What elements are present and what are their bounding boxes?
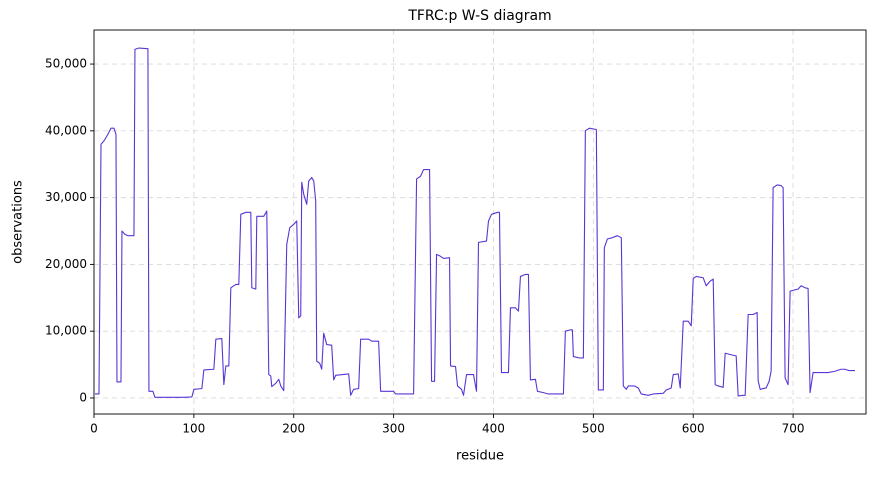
x-tick-label: 500: [582, 422, 605, 436]
x-tick-label: 300: [382, 422, 405, 436]
x-axis-label: residue: [456, 449, 504, 464]
x-tick-label: 0: [90, 422, 98, 436]
y-axis-label: observations: [11, 180, 26, 264]
y-tick-label: 30,000: [45, 190, 87, 204]
x-tick-label: 400: [482, 422, 505, 436]
y-tick-label: 40,000: [45, 123, 87, 137]
x-tick-label: 700: [782, 422, 805, 436]
x-tick-label: 200: [282, 422, 305, 436]
y-tick-label: 20,000: [45, 257, 87, 271]
y-tick-label: 0: [79, 390, 87, 404]
x-tick-label: 100: [182, 422, 205, 436]
plot-frame: [93, 29, 867, 415]
data-line: [95, 47, 856, 398]
y-tick-label: 50,000: [45, 57, 87, 71]
chart-title: TFRC:p W-S diagram: [407, 8, 551, 24]
y-tick-label: 10,000: [45, 324, 87, 338]
x-tick-label: 600: [682, 422, 705, 436]
